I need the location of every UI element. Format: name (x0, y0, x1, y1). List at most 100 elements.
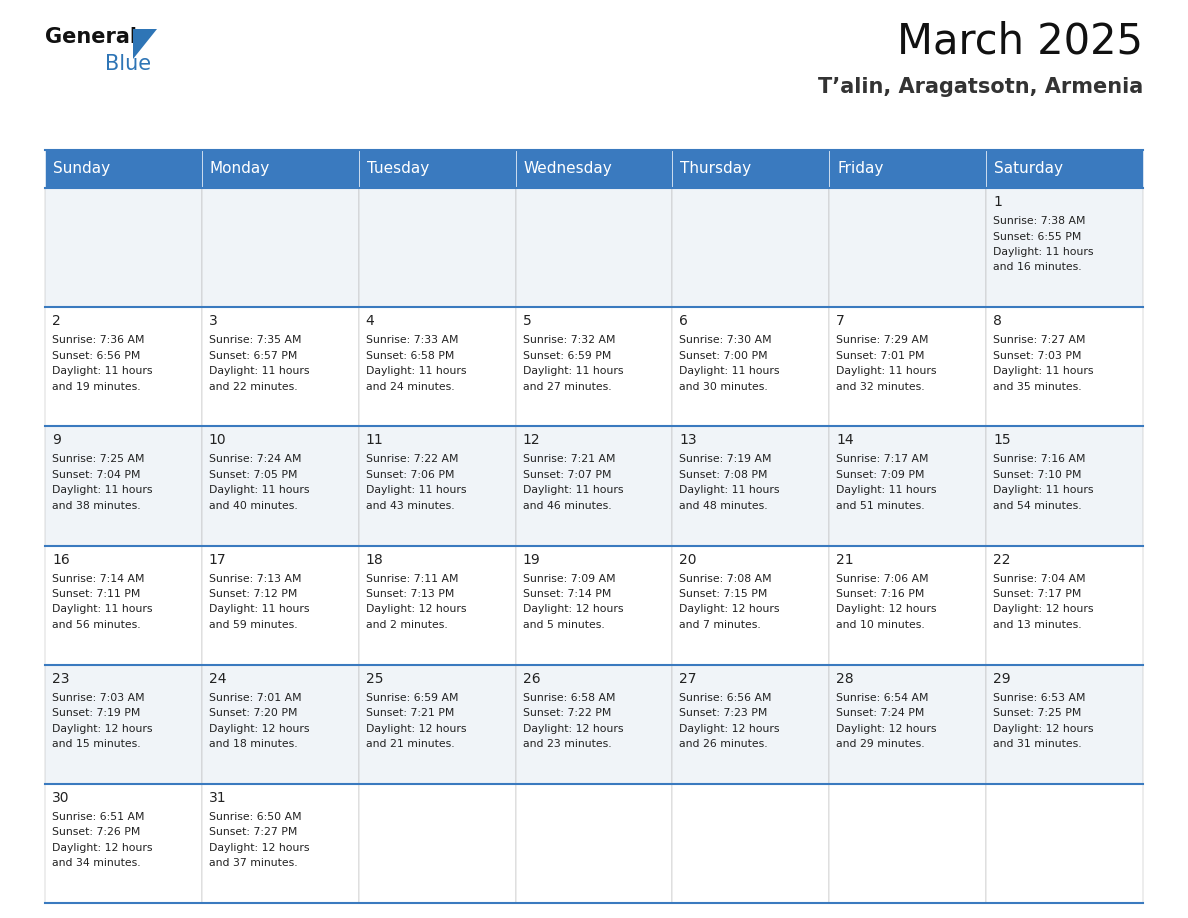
Text: Sunday: Sunday (52, 162, 110, 176)
Text: Sunset: 7:00 PM: Sunset: 7:00 PM (680, 351, 769, 361)
Text: and 10 minutes.: and 10 minutes. (836, 620, 925, 630)
Bar (986, 150, 1143, 188)
Text: Sunset: 7:27 PM: Sunset: 7:27 PM (209, 827, 297, 837)
Text: Sunset: 7:17 PM: Sunset: 7:17 PM (993, 589, 1081, 599)
Text: Sunrise: 6:50 AM: Sunrise: 6:50 AM (209, 812, 302, 822)
Text: Sunset: 7:08 PM: Sunset: 7:08 PM (680, 470, 767, 480)
Text: and 32 minutes.: and 32 minutes. (836, 382, 925, 392)
Text: Thursday: Thursday (681, 162, 751, 176)
Text: and 37 minutes.: and 37 minutes. (209, 858, 297, 868)
Text: Sunset: 7:05 PM: Sunset: 7:05 PM (209, 470, 297, 480)
Text: and 34 minutes.: and 34 minutes. (52, 858, 140, 868)
Text: Daylight: 11 hours: Daylight: 11 hours (523, 486, 623, 496)
Bar (672, 308, 829, 426)
Text: Sunrise: 7:08 AM: Sunrise: 7:08 AM (680, 574, 772, 584)
Text: Sunrise: 7:09 AM: Sunrise: 7:09 AM (523, 574, 615, 584)
Text: Sunrise: 7:19 AM: Sunrise: 7:19 AM (680, 454, 772, 465)
Text: 22: 22 (993, 553, 1011, 566)
Text: Sunrise: 6:53 AM: Sunrise: 6:53 AM (993, 693, 1086, 702)
Text: Tuesday: Tuesday (367, 162, 429, 176)
Text: and 27 minutes.: and 27 minutes. (523, 382, 611, 392)
Text: 11: 11 (366, 433, 384, 447)
Bar (202, 545, 359, 665)
Text: 27: 27 (680, 672, 697, 686)
Text: Daylight: 12 hours: Daylight: 12 hours (52, 723, 152, 733)
Text: Daylight: 12 hours: Daylight: 12 hours (993, 604, 1094, 614)
Text: Sunrise: 7:01 AM: Sunrise: 7:01 AM (209, 693, 302, 702)
Text: Sunset: 7:06 PM: Sunset: 7:06 PM (366, 470, 454, 480)
Text: 2: 2 (52, 314, 61, 328)
Bar (516, 665, 672, 784)
Text: Daylight: 11 hours: Daylight: 11 hours (209, 366, 309, 376)
Text: and 5 minutes.: and 5 minutes. (523, 620, 605, 630)
Text: Sunrise: 7:06 AM: Sunrise: 7:06 AM (836, 574, 929, 584)
Text: 24: 24 (209, 672, 227, 686)
Text: Daylight: 12 hours: Daylight: 12 hours (993, 723, 1094, 733)
Bar (672, 426, 829, 545)
Text: Sunrise: 6:54 AM: Sunrise: 6:54 AM (836, 693, 929, 702)
Text: Daylight: 11 hours: Daylight: 11 hours (523, 366, 623, 376)
Text: 18: 18 (366, 553, 384, 566)
Text: Sunrise: 7:17 AM: Sunrise: 7:17 AM (836, 454, 929, 465)
Text: Sunset: 7:16 PM: Sunset: 7:16 PM (836, 589, 924, 599)
Text: Daylight: 12 hours: Daylight: 12 hours (52, 843, 152, 853)
Bar (202, 426, 359, 545)
Text: and 51 minutes.: and 51 minutes. (836, 501, 925, 510)
Text: Sunrise: 6:51 AM: Sunrise: 6:51 AM (52, 812, 145, 822)
Text: 8: 8 (993, 314, 1001, 328)
Text: 16: 16 (52, 553, 70, 566)
Text: Blue: Blue (105, 54, 151, 74)
Text: 14: 14 (836, 433, 854, 447)
Bar (986, 426, 1143, 545)
Bar (829, 150, 986, 188)
Text: Sunrise: 7:30 AM: Sunrise: 7:30 AM (680, 335, 772, 345)
Text: Sunrise: 7:13 AM: Sunrise: 7:13 AM (209, 574, 302, 584)
Bar (829, 784, 986, 903)
Bar (359, 784, 516, 903)
Text: 19: 19 (523, 553, 541, 566)
Text: and 38 minutes.: and 38 minutes. (52, 501, 140, 510)
Text: and 31 minutes.: and 31 minutes. (993, 739, 1082, 749)
Text: 28: 28 (836, 672, 854, 686)
Bar (202, 665, 359, 784)
Text: Daylight: 11 hours: Daylight: 11 hours (366, 486, 466, 496)
Text: and 13 minutes.: and 13 minutes. (993, 620, 1082, 630)
Text: Sunset: 7:26 PM: Sunset: 7:26 PM (52, 827, 140, 837)
Text: 4: 4 (366, 314, 374, 328)
Text: Wednesday: Wednesday (524, 162, 612, 176)
Text: Daylight: 12 hours: Daylight: 12 hours (209, 843, 309, 853)
Text: 1: 1 (993, 195, 1001, 209)
Text: Daylight: 11 hours: Daylight: 11 hours (52, 486, 152, 496)
Text: Sunrise: 7:36 AM: Sunrise: 7:36 AM (52, 335, 145, 345)
Text: 6: 6 (680, 314, 688, 328)
Text: Sunset: 7:01 PM: Sunset: 7:01 PM (836, 351, 924, 361)
Bar (986, 545, 1143, 665)
Text: 15: 15 (993, 433, 1011, 447)
Text: and 46 minutes.: and 46 minutes. (523, 501, 611, 510)
Text: and 19 minutes.: and 19 minutes. (52, 382, 140, 392)
Text: Sunset: 7:24 PM: Sunset: 7:24 PM (836, 708, 924, 718)
Bar (516, 308, 672, 426)
Text: Sunrise: 6:59 AM: Sunrise: 6:59 AM (366, 693, 459, 702)
Text: 20: 20 (680, 553, 697, 566)
Bar (359, 426, 516, 545)
Text: 13: 13 (680, 433, 697, 447)
Text: 17: 17 (209, 553, 227, 566)
Bar (202, 188, 359, 308)
Text: and 54 minutes.: and 54 minutes. (993, 501, 1082, 510)
Bar (516, 150, 672, 188)
Text: Sunset: 7:03 PM: Sunset: 7:03 PM (993, 351, 1081, 361)
Text: Sunset: 7:12 PM: Sunset: 7:12 PM (209, 589, 297, 599)
Bar (202, 308, 359, 426)
Text: and 21 minutes.: and 21 minutes. (366, 739, 454, 749)
Text: Daylight: 12 hours: Daylight: 12 hours (209, 723, 309, 733)
Text: Daylight: 12 hours: Daylight: 12 hours (836, 604, 937, 614)
Text: Sunrise: 6:56 AM: Sunrise: 6:56 AM (680, 693, 772, 702)
Text: Sunset: 6:57 PM: Sunset: 6:57 PM (209, 351, 297, 361)
Bar (359, 188, 516, 308)
Text: Sunset: 6:58 PM: Sunset: 6:58 PM (366, 351, 454, 361)
Text: Daylight: 12 hours: Daylight: 12 hours (680, 723, 781, 733)
Text: General: General (45, 27, 137, 47)
Bar (359, 545, 516, 665)
Text: Sunrise: 7:22 AM: Sunrise: 7:22 AM (366, 454, 459, 465)
